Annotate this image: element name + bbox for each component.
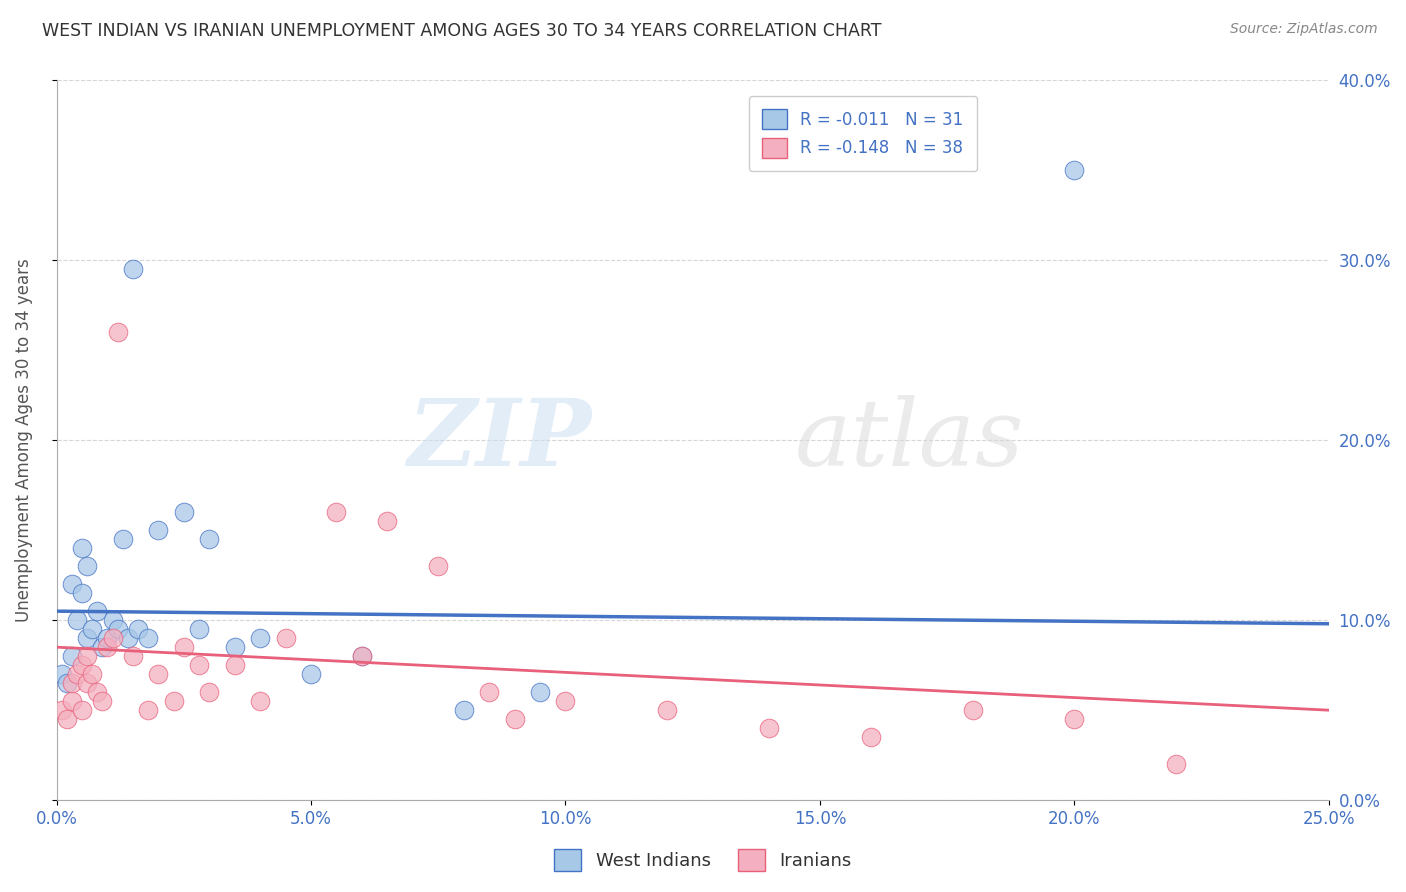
Point	[56, 712, 79, 726]
Point	[173, 640, 195, 655]
Point	[70, 541, 93, 556]
Legend: R = -0.011   N = 31, R = -0.148   N = 38: R = -0.011 N = 31, R = -0.148 N = 38	[749, 95, 977, 171]
Point	[224, 640, 246, 655]
Point	[86, 604, 108, 618]
Point	[657, 703, 679, 717]
Point	[76, 631, 98, 645]
Text: Source: ZipAtlas.com: Source: ZipAtlas.com	[1230, 22, 1378, 37]
Point	[148, 523, 170, 537]
Point	[299, 667, 322, 681]
Point	[148, 667, 170, 681]
Point	[76, 676, 98, 690]
Point	[66, 613, 89, 627]
Text: ZIP: ZIP	[406, 395, 591, 485]
Point	[107, 622, 129, 636]
Point	[82, 622, 104, 636]
Point	[529, 685, 551, 699]
Point	[82, 667, 104, 681]
Point	[76, 559, 98, 574]
Point	[96, 640, 118, 655]
Point	[453, 703, 475, 717]
Point	[198, 532, 221, 546]
Text: WEST INDIAN VS IRANIAN UNEMPLOYMENT AMONG AGES 30 TO 34 YEARS CORRELATION CHART: WEST INDIAN VS IRANIAN UNEMPLOYMENT AMON…	[42, 22, 882, 40]
Point	[122, 262, 145, 277]
Point	[60, 694, 83, 708]
Y-axis label: Unemployment Among Ages 30 to 34 years: Unemployment Among Ages 30 to 34 years	[15, 258, 32, 622]
Point	[60, 676, 83, 690]
Point	[427, 559, 450, 574]
Point	[76, 649, 98, 664]
Point	[51, 703, 73, 717]
Point	[51, 667, 73, 681]
Point	[101, 631, 124, 645]
Point	[60, 577, 83, 591]
Point	[127, 622, 149, 636]
Point	[70, 703, 93, 717]
Point	[96, 631, 118, 645]
Point	[377, 514, 399, 528]
Point	[136, 703, 159, 717]
Point	[962, 703, 984, 717]
Point	[758, 721, 780, 735]
Text: atlas: atlas	[794, 395, 1024, 485]
Point	[163, 694, 186, 708]
Point	[70, 658, 93, 673]
Point	[859, 730, 882, 744]
Point	[554, 694, 576, 708]
Point	[350, 649, 373, 664]
Point	[91, 640, 114, 655]
Point	[1063, 712, 1085, 726]
Legend: West Indians, Iranians: West Indians, Iranians	[547, 842, 859, 879]
Point	[122, 649, 145, 664]
Point	[198, 685, 221, 699]
Point	[274, 631, 297, 645]
Point	[249, 694, 271, 708]
Point	[56, 676, 79, 690]
Point	[188, 658, 211, 673]
Point	[1063, 163, 1085, 178]
Point	[173, 505, 195, 519]
Point	[224, 658, 246, 673]
Point	[117, 631, 139, 645]
Point	[111, 532, 134, 546]
Point	[1164, 757, 1187, 772]
Point	[503, 712, 526, 726]
Point	[136, 631, 159, 645]
Point	[478, 685, 501, 699]
Point	[60, 649, 83, 664]
Point	[350, 649, 373, 664]
Point	[188, 622, 211, 636]
Point	[70, 586, 93, 600]
Point	[101, 613, 124, 627]
Point	[66, 667, 89, 681]
Point	[249, 631, 271, 645]
Point	[107, 325, 129, 339]
Point	[325, 505, 347, 519]
Point	[86, 685, 108, 699]
Point	[91, 694, 114, 708]
